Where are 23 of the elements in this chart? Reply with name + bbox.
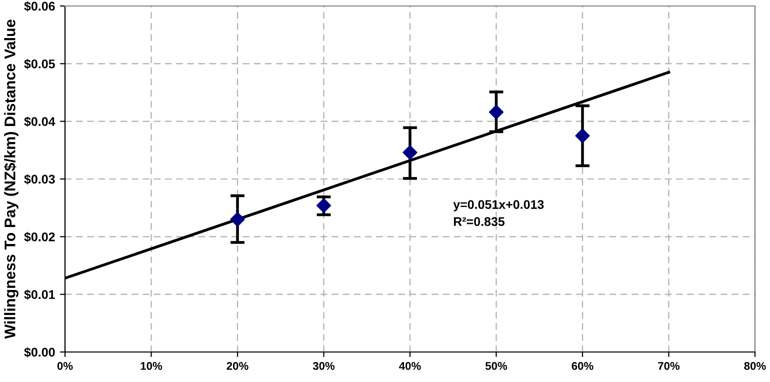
y-tick-label: $0.00 — [24, 347, 55, 358]
annotation: y=0.051x+0.013 R²=0.835 — [453, 200, 544, 226]
y-tick-label: $0.01 — [24, 290, 55, 300]
y-tick-label: $0.03 — [24, 174, 55, 184]
x-tick-label: 60% — [572, 362, 594, 370]
y-tick-label: $0.04 — [24, 116, 56, 127]
x-tick-label: 70% — [658, 362, 680, 370]
point — [488, 104, 504, 120]
y-tick-label: $0.06 — [24, 1, 55, 12]
x-tick-label: 10% — [140, 362, 162, 370]
x-tick-label: 0% — [57, 362, 73, 370]
y-axis-title: Willingness To Pay (NZ$/km) Distance Value — [4, 20, 18, 339]
x-tick-label: 30% — [312, 362, 335, 370]
x-tick-label: 50% — [485, 362, 508, 370]
point — [575, 128, 590, 144]
point — [316, 198, 332, 213]
x-tick-label: 40% — [399, 362, 421, 370]
y-tick-label: $0.05 — [24, 58, 55, 70]
x-tick-label: 20% — [226, 362, 248, 370]
point — [230, 212, 245, 227]
x-tick-label: 80% — [744, 362, 766, 370]
y-tick-label: $0.02 — [24, 232, 55, 242]
point — [402, 145, 418, 160]
